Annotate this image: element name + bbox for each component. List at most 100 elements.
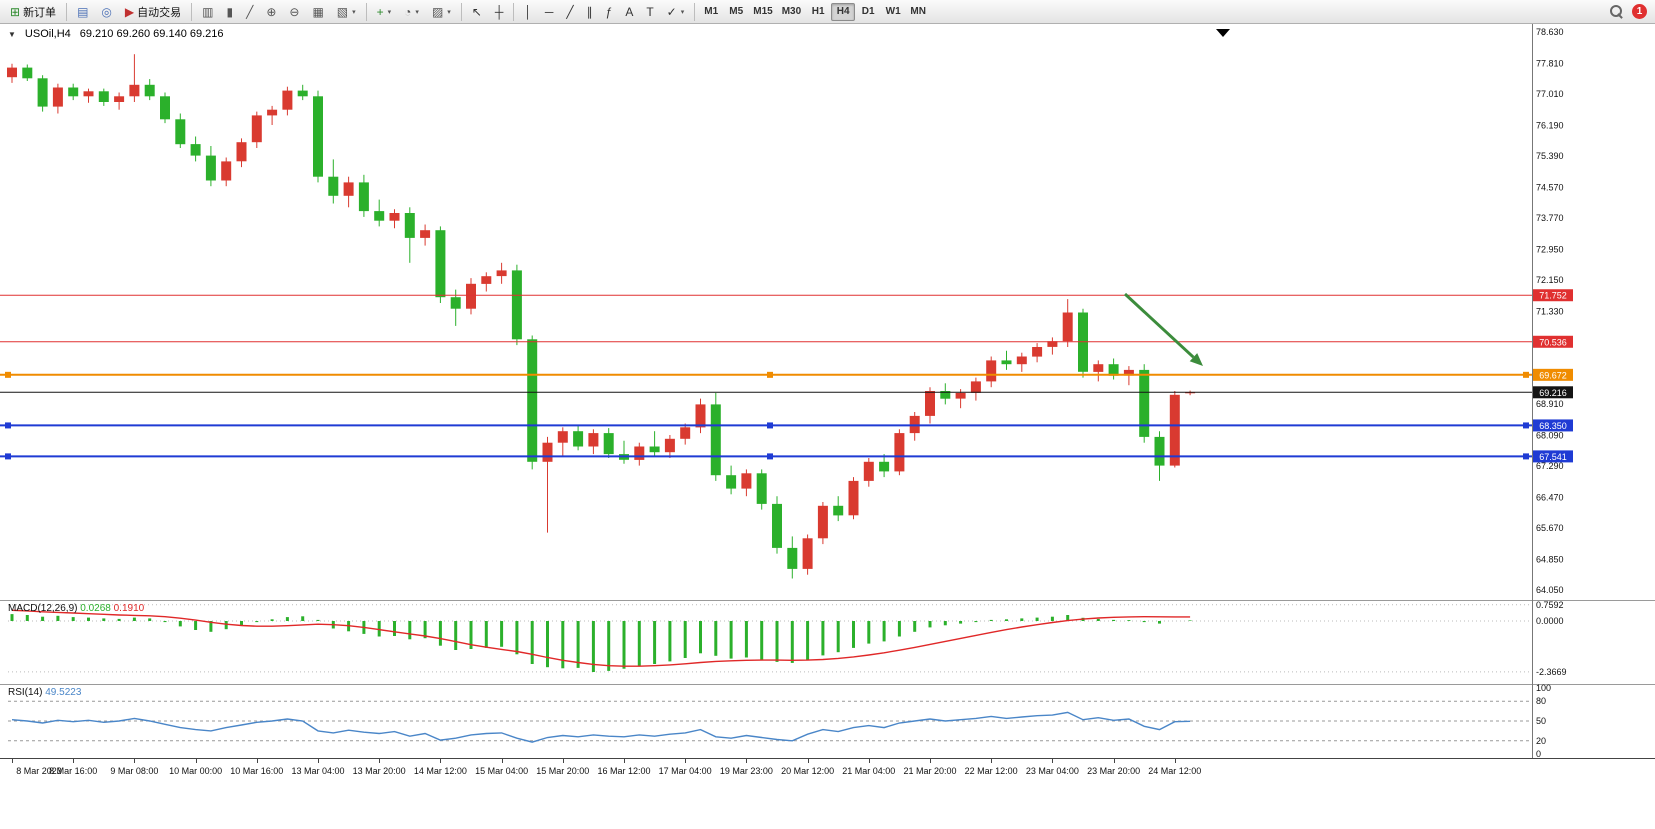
trendline-button[interactable]: ╱ [560, 2, 579, 22]
svg-text:67.290: 67.290 [1536, 461, 1564, 471]
horizontal-line-button[interactable]: ─ [539, 2, 560, 22]
cursor-button[interactable]: ↖ [466, 2, 488, 22]
macd-axis-labels: 0.7592 0.0000 -2.3669 [1536, 600, 1567, 677]
fibonacci-button[interactable]: ƒ [600, 2, 619, 22]
macd-label: MACD(12,26,9) 0.0268 0.1910 [8, 603, 145, 614]
time-axis-label: 23 Mar 20:00 [1087, 766, 1141, 776]
svg-text:80: 80 [1536, 696, 1546, 706]
periods-button[interactable]: ◔ ▾ [398, 2, 425, 22]
zoom-out-button[interactable]: ⊖ [283, 2, 305, 22]
time-axis-label: 19 Mar 23:00 [719, 766, 773, 776]
channel-button[interactable]: ∥ [581, 2, 599, 22]
trend-arrow[interactable] [1123, 292, 1203, 366]
time-axis-label: 14 Mar 12:00 [413, 766, 467, 776]
timeframe-D1[interactable]: D1 [861, 6, 875, 17]
templates-button[interactable]: ▨ ▾ [426, 2, 457, 22]
svg-text:66.470: 66.470 [1536, 492, 1564, 502]
toolbar-separator [460, 2, 462, 21]
chart-header: ▼ USOil,H4 69.210 69.260 69.140 69.216 [8, 28, 224, 40]
hline-handle[interactable] [5, 422, 11, 429]
price-tag-69.216: 69.216 [1533, 386, 1573, 399]
search-button[interactable] [1608, 4, 1624, 20]
market-watch-button[interactable]: ▤ [71, 2, 94, 22]
chart-symbol-period: USOil,H4 [24, 28, 71, 40]
zoom-in-button[interactable]: ⊕ [260, 2, 282, 22]
search-icon [1609, 5, 1623, 18]
svg-text:68.350: 68.350 [1539, 421, 1567, 431]
periods-icon: ◔ [404, 4, 412, 19]
price-tag-67.541: 67.541 [1533, 450, 1573, 463]
rsi-axis-labels: 100 80 50 20 0 [1536, 684, 1551, 758]
price-chart-canvas[interactable]: 71.75270.53669.67269.21668.35067.54178.6… [0, 24, 1655, 600]
hline-handle[interactable] [767, 453, 773, 460]
hline-handle[interactable] [767, 422, 773, 429]
notification-badge[interactable]: 1 [1632, 4, 1647, 19]
timeframe-M30[interactable]: M30 [781, 6, 802, 17]
svg-text:74.570: 74.570 [1536, 182, 1564, 192]
macd-panel[interactable]: 0.7592 0.0000 -2.3669 MACD(12,26,9) 0.0268 … [0, 600, 1655, 684]
candlesticks [7, 54, 1196, 579]
crosshair-icon: ┼ [494, 4, 504, 19]
toolbar-separator [513, 2, 515, 21]
indicators-button[interactable]: + ▾ [371, 2, 398, 22]
hline-69.672[interactable] [0, 371, 1532, 378]
chevron-down-icon: ▾ [352, 8, 356, 16]
hline-handle[interactable] [5, 371, 11, 378]
trendline-icon: ╱ [566, 4, 574, 19]
toolbar-separator [365, 2, 367, 21]
text-label-button[interactable]: T [640, 2, 659, 22]
time-axis-tick [562, 759, 564, 763]
arrows-button[interactable]: ✓ ▾ [661, 2, 691, 22]
hline-handle[interactable] [1523, 453, 1529, 460]
time-axis-label: 15 Mar 20:00 [536, 766, 590, 776]
one-click-trading-toggle[interactable]: ▼ [8, 29, 16, 39]
timeframe-W1[interactable]: W1 [885, 6, 901, 17]
fibonacci-icon: ƒ [605, 4, 613, 19]
time-axis-label: 17 Mar 04:00 [658, 766, 712, 776]
hline-handle[interactable] [1523, 422, 1529, 429]
line-chart-button[interactable]: ╱ [240, 2, 259, 22]
svg-text:100: 100 [1536, 684, 1551, 693]
navigator-button[interactable]: ◎ [95, 2, 117, 22]
timeframe-MN[interactable]: MN [910, 6, 926, 17]
scroll-to-end-marker[interactable] [1216, 29, 1230, 37]
vertical-line-button[interactable]: │ [518, 2, 538, 22]
timeframe-M5[interactable]: M5 [729, 6, 744, 17]
rsi-panel[interactable]: 100 80 50 20 0 RSI(14) 49.5223 [0, 684, 1655, 758]
time-axis-tick [440, 759, 442, 763]
svg-text:73.770: 73.770 [1536, 213, 1564, 223]
price-tag-71.752: 71.752 [1533, 289, 1573, 302]
hline-handle[interactable] [767, 371, 773, 378]
crosshair-button[interactable]: ┼ [489, 2, 510, 22]
timeframe-M15[interactable]: M15 [753, 6, 773, 17]
svg-text:65.670: 65.670 [1536, 523, 1564, 533]
candlestick-button[interactable]: ▮ [220, 2, 239, 22]
auto-trading-button[interactable]: ▶ 自动交易 [119, 2, 187, 22]
timeframe-M1[interactable]: M1 [704, 6, 719, 17]
new-order-button[interactable]: ⊞ 新订单 [4, 2, 62, 22]
hline-68.350[interactable] [0, 422, 1532, 429]
svg-text:68.910: 68.910 [1536, 399, 1564, 409]
candlestick-icon: ▮ [226, 4, 234, 19]
timeframe-H4[interactable]: H4 [831, 2, 856, 21]
tile-windows-button[interactable]: ▦ [306, 2, 329, 22]
new-chart-button[interactable]: ▧ ▾ [331, 2, 362, 22]
hline-handle[interactable] [1523, 371, 1529, 378]
svg-text:68.090: 68.090 [1536, 430, 1564, 440]
time-axis-label: 16 Mar 12:00 [597, 766, 651, 776]
price-tag-69.672: 69.672 [1533, 368, 1573, 381]
time-axis-tick [318, 759, 319, 763]
time-axis[interactable]: 8 Mar 2023 8 Mar 16:00 9 Mar 08:00 10 Mar 0… [0, 758, 1655, 784]
svg-text:64.850: 64.850 [1536, 554, 1564, 564]
time-axis-label: 10 Mar 16:00 [230, 766, 284, 776]
time-axis-tick [930, 759, 931, 763]
svg-text:69.672: 69.672 [1539, 370, 1567, 380]
text-button[interactable]: A [619, 2, 639, 22]
navigator-icon: ◎ [101, 4, 112, 19]
hline-handle[interactable] [5, 453, 11, 460]
bar-chart-button[interactable]: ▥ [196, 2, 219, 22]
hline-67.541[interactable] [0, 453, 1532, 460]
bar-chart-icon: ▥ [202, 4, 214, 19]
timeframe-H1[interactable]: H1 [811, 6, 825, 17]
time-axis-label: 24 Mar 12:00 [1148, 766, 1202, 776]
